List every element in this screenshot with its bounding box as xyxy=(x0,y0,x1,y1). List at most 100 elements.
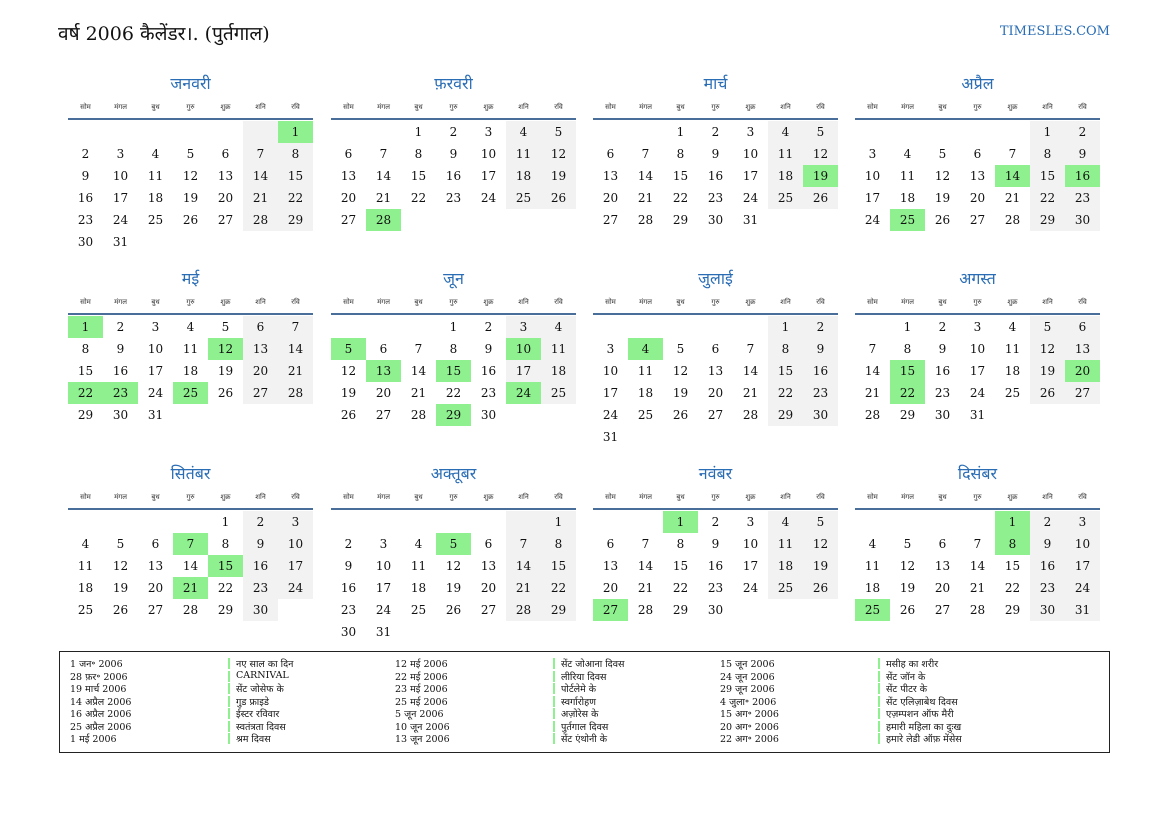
day-cell: 10 xyxy=(969,342,986,356)
day-cell: 26 xyxy=(1030,382,1065,404)
day-cell: 20 xyxy=(243,360,278,382)
day-cell: 16 xyxy=(1030,555,1065,577)
weekday-label: शुक्र xyxy=(220,103,231,111)
month-rule xyxy=(855,508,1100,510)
day-cell: 16 xyxy=(480,364,497,378)
day-cell: 26 xyxy=(340,408,357,422)
day-cell: 21 xyxy=(278,360,313,382)
day-cell: 30 xyxy=(707,213,724,227)
day-cell: 20 xyxy=(217,191,234,205)
day-cell: 1 xyxy=(663,511,698,533)
day-cell: 23 xyxy=(480,386,497,400)
day-cell: 5 xyxy=(116,537,125,551)
day-cell: 9 xyxy=(449,147,458,161)
day-cell: 10 xyxy=(864,169,881,183)
weekday-label: बुध xyxy=(151,298,160,306)
day-cell: 11 xyxy=(147,169,164,183)
day-cell: 24 xyxy=(864,213,881,227)
day-cell: 22 xyxy=(672,581,689,595)
day-cell: 7 xyxy=(414,342,423,356)
weekday-label: बुध xyxy=(676,298,685,306)
day-cell: 27 xyxy=(593,599,628,621)
day-cell: 15 xyxy=(410,169,427,183)
holiday-name: सेंट एलिज़ाबेथ दिवस xyxy=(886,696,958,708)
day-cell: 26 xyxy=(803,187,838,209)
day-cell: 19 xyxy=(1030,360,1065,382)
weekday-label: गुरु xyxy=(711,493,720,501)
weekday-label: गुरु xyxy=(186,298,195,306)
weekday-label: शुक्र xyxy=(483,103,494,111)
weekday-label: सोम xyxy=(343,103,354,111)
site-link[interactable]: TIMESLES.COM xyxy=(999,24,1110,39)
day-cell: 10 xyxy=(480,147,497,161)
weekday-label: रवि xyxy=(1078,298,1087,306)
day-cell: 22 xyxy=(672,191,689,205)
day-cell: 23 xyxy=(445,191,462,205)
weekday-label: सोम xyxy=(867,103,878,111)
day-cell: 21 xyxy=(864,386,881,400)
day-cell: 5 xyxy=(221,320,230,334)
day-cell: 6 xyxy=(711,342,720,356)
month-name: नवंबर xyxy=(698,464,733,483)
weekday-label: बुध xyxy=(938,493,947,501)
day-cell: 28 xyxy=(1004,213,1021,227)
weekday-label: गुरु xyxy=(973,298,982,306)
holiday-name: अज़ोरेस के xyxy=(561,709,599,720)
day-cell: 19 xyxy=(899,581,916,595)
day-cell: 28 xyxy=(969,603,986,617)
day-cell: 5 xyxy=(803,511,838,533)
day-cell: 27 xyxy=(934,603,951,617)
day-cell: 7 xyxy=(641,147,650,161)
day-cell: 18 xyxy=(899,191,916,205)
day-cell: 3 xyxy=(151,320,160,334)
day-cell: 8 xyxy=(1030,143,1065,165)
day-cell: 17 xyxy=(1065,555,1100,577)
day-cell: 26 xyxy=(541,187,576,209)
day-cell: 24 xyxy=(480,191,497,205)
weekday-label: मंगल xyxy=(901,103,914,111)
day-cell: 22 xyxy=(890,382,925,404)
day-cell: 13 xyxy=(707,364,724,378)
day-cell: 4 xyxy=(81,537,90,551)
day-cell: 22 xyxy=(278,187,313,209)
day-cell: 29 xyxy=(77,408,94,422)
weekday-label: शनि xyxy=(1042,103,1053,111)
day-cell: 23 xyxy=(77,213,94,227)
holiday-marker xyxy=(228,720,230,732)
day-cell: 11 xyxy=(182,342,199,356)
day-cell: 2 xyxy=(938,320,947,334)
day-cell: 30 xyxy=(934,408,951,422)
day-cell: 24 xyxy=(375,603,392,617)
holiday-name: स्वर्गारोहण xyxy=(561,696,597,708)
day-cell: 8 xyxy=(995,533,1030,555)
weekday-label: मंगल xyxy=(377,298,390,306)
weekday-label: सोम xyxy=(343,298,354,306)
day-cell: 20 xyxy=(602,581,619,595)
day-cell: 6 xyxy=(344,147,353,161)
day-cell: 20 xyxy=(707,386,724,400)
day-cell: 28 xyxy=(182,603,199,617)
day-cell: 4 xyxy=(768,121,803,143)
day-cell: 15 xyxy=(768,360,803,382)
day-cell: 14 xyxy=(182,559,199,573)
weekday-label: बुध xyxy=(676,103,685,111)
day-cell: 12 xyxy=(803,533,838,555)
day-cell: 8 xyxy=(903,342,912,356)
day-cell: 20 xyxy=(602,191,619,205)
day-cell: 24 xyxy=(278,577,313,599)
day-cell: 25 xyxy=(768,187,803,209)
day-cell: 12 xyxy=(445,559,462,573)
day-cell: 23 xyxy=(934,386,951,400)
weekday-label: बुध xyxy=(938,298,947,306)
day-cell: 21 xyxy=(1004,191,1021,205)
day-cell: 9 xyxy=(1065,143,1100,165)
holiday-name: ईस्टर रविवार xyxy=(236,709,280,720)
day-cell: 19 xyxy=(340,386,357,400)
holiday-date: 15 अग॰ 2006 xyxy=(720,709,779,720)
weekend-cell xyxy=(506,511,541,533)
day-cell: 31 xyxy=(112,235,129,249)
holiday-name: हमारे लेडी ऑफ़ मेंसेस xyxy=(886,734,962,745)
day-cell: 16 xyxy=(707,169,724,183)
holiday-date: 29 जून 2006 xyxy=(720,684,775,695)
day-cell: 29 xyxy=(217,603,234,617)
